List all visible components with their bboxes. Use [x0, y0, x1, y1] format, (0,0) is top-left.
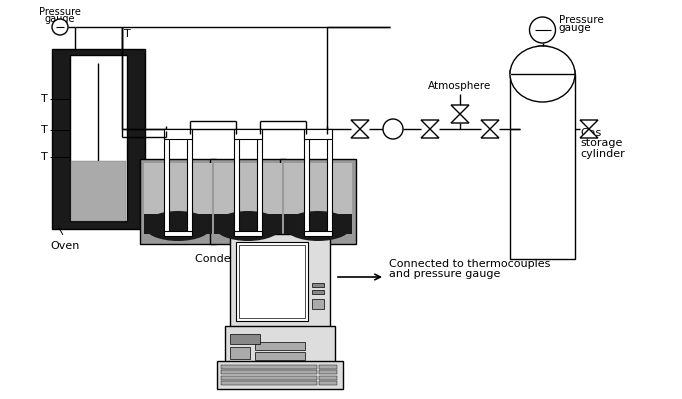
- Bar: [217, 361, 343, 389]
- Text: Pressure: Pressure: [559, 15, 604, 25]
- Bar: [304, 131, 309, 236]
- Polygon shape: [451, 105, 469, 114]
- Text: and pressure gauge: and pressure gauge: [389, 269, 501, 279]
- Bar: [236, 242, 308, 321]
- Bar: [221, 365, 317, 369]
- Text: gauge: gauge: [559, 23, 591, 33]
- Polygon shape: [421, 129, 439, 138]
- Bar: [230, 347, 250, 359]
- Circle shape: [529, 17, 556, 43]
- Bar: [319, 365, 337, 369]
- Polygon shape: [351, 120, 369, 129]
- Circle shape: [383, 119, 403, 139]
- Text: cylinder: cylinder: [580, 149, 625, 159]
- Polygon shape: [451, 114, 469, 123]
- Bar: [70, 55, 127, 221]
- Polygon shape: [481, 120, 499, 129]
- Polygon shape: [580, 129, 598, 138]
- Bar: [214, 163, 282, 216]
- Bar: [221, 381, 317, 385]
- Bar: [144, 163, 212, 216]
- Bar: [510, 74, 575, 259]
- Ellipse shape: [214, 211, 282, 241]
- Bar: [284, 214, 352, 234]
- Bar: [284, 163, 352, 216]
- Ellipse shape: [284, 211, 352, 241]
- Bar: [144, 214, 212, 234]
- Bar: [230, 334, 260, 344]
- Text: storage: storage: [580, 138, 623, 148]
- Bar: [304, 231, 332, 236]
- Text: Oven: Oven: [50, 241, 79, 251]
- Bar: [312, 299, 324, 309]
- Polygon shape: [421, 120, 439, 129]
- Bar: [255, 352, 305, 360]
- Text: Pressure: Pressure: [39, 7, 81, 17]
- Text: T: T: [41, 95, 48, 105]
- Polygon shape: [351, 129, 369, 138]
- Text: T: T: [124, 29, 131, 39]
- Text: Connected to thermocouples: Connected to thermocouples: [389, 259, 550, 269]
- Bar: [257, 131, 262, 236]
- Bar: [319, 370, 337, 374]
- Bar: [280, 159, 356, 244]
- Bar: [164, 131, 169, 236]
- Bar: [221, 370, 317, 374]
- Bar: [225, 326, 335, 364]
- Bar: [234, 129, 262, 139]
- Text: Gas: Gas: [580, 128, 602, 138]
- Bar: [239, 245, 305, 318]
- Bar: [164, 129, 192, 139]
- Bar: [234, 131, 239, 236]
- Bar: [164, 231, 192, 236]
- Bar: [319, 375, 337, 379]
- Text: gauge: gauge: [45, 14, 75, 24]
- Bar: [214, 214, 282, 234]
- Bar: [221, 375, 317, 379]
- Ellipse shape: [144, 211, 212, 241]
- Circle shape: [52, 19, 68, 35]
- Bar: [234, 231, 262, 236]
- Bar: [327, 131, 332, 236]
- Text: Atmosphere: Atmosphere: [428, 81, 492, 91]
- Bar: [230, 234, 330, 329]
- Bar: [304, 129, 332, 139]
- Bar: [312, 283, 324, 287]
- Bar: [255, 342, 305, 350]
- Bar: [71, 161, 126, 221]
- Bar: [510, 46, 575, 75]
- Bar: [140, 159, 216, 244]
- Polygon shape: [580, 120, 598, 129]
- Polygon shape: [481, 129, 499, 138]
- Ellipse shape: [510, 46, 575, 102]
- Bar: [210, 159, 286, 244]
- Text: T: T: [41, 125, 48, 135]
- Bar: [52, 49, 145, 229]
- Bar: [312, 290, 324, 294]
- Text: T: T: [41, 152, 48, 162]
- Text: Condensation train: Condensation train: [195, 254, 301, 264]
- Bar: [187, 131, 192, 236]
- Bar: [71, 161, 126, 221]
- Bar: [319, 381, 337, 385]
